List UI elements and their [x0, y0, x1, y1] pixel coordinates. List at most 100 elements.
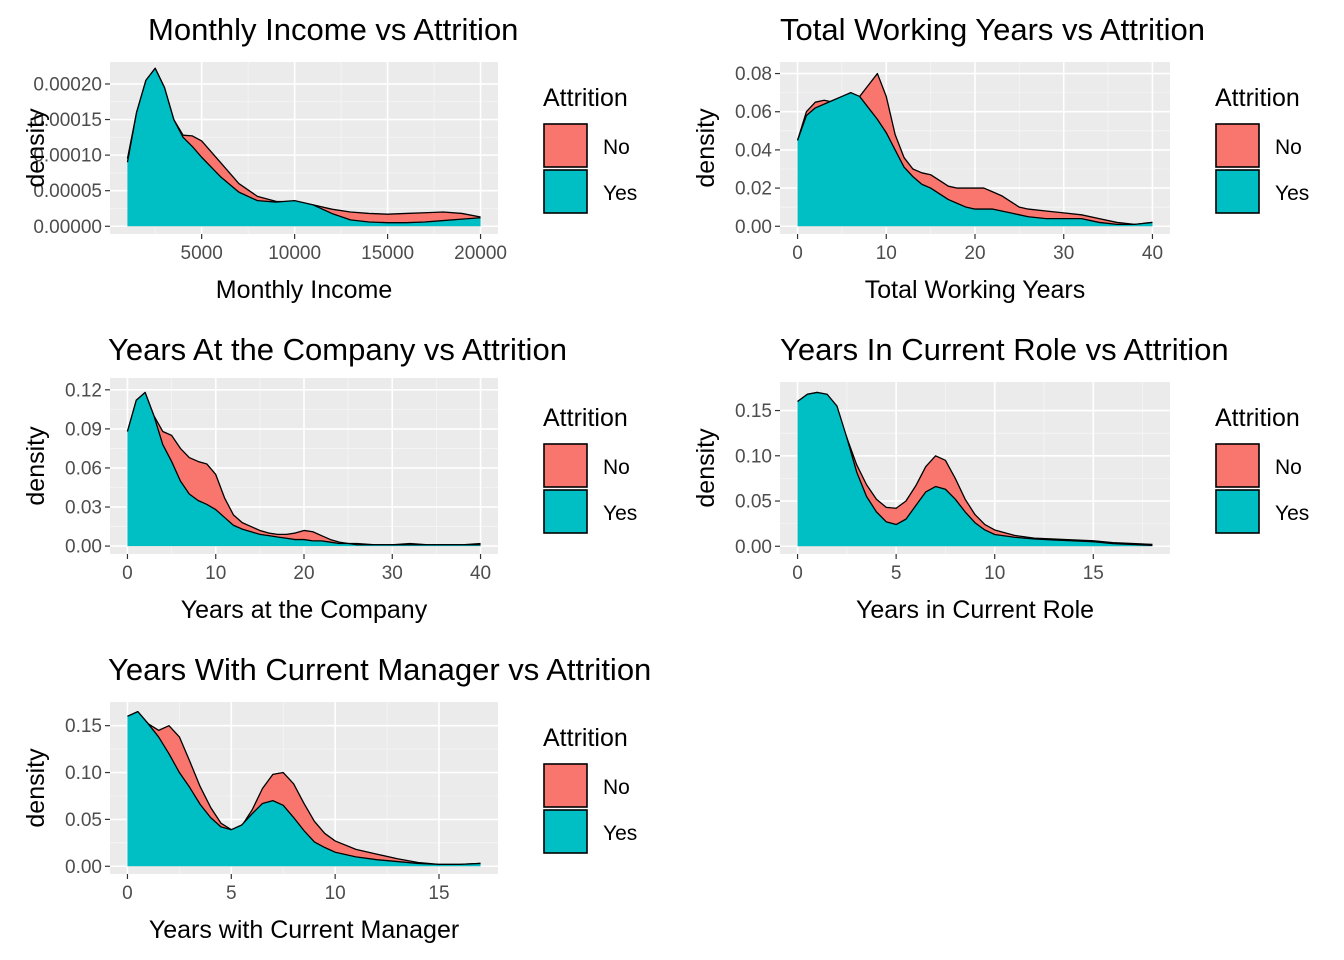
density-area-yes [127, 711, 481, 867]
y-tick-label: 0.02 [735, 179, 772, 200]
density-area-yes [127, 392, 481, 547]
x-tick-label: 10 [876, 243, 897, 264]
y-tick-label: 0.00015 [33, 110, 102, 131]
density-line-yes [796, 92, 1153, 225]
x-tick-label: 30 [382, 563, 403, 584]
x-axis-title: Total Working Years [865, 276, 1086, 304]
y-tick-label: 0.09 [65, 419, 102, 440]
x-axis-title: Years at the Company [181, 596, 428, 624]
density-area-yes [797, 92, 1153, 227]
x-tick-label: 10 [325, 883, 346, 904]
legend: Attrition No Yes [1215, 84, 1309, 214]
chart-title: Monthly Income vs Attrition [148, 12, 518, 47]
y-tick-label: 0.00 [65, 537, 102, 558]
chart-title: Years In Current Role vs Attrition [780, 332, 1229, 367]
legend-label: No [603, 456, 630, 479]
legend-title: Attrition [1215, 84, 1300, 112]
y-axis-title: density [22, 108, 50, 188]
density-line-yes [126, 391, 481, 546]
legend-label: No [603, 136, 630, 159]
x-tick-label: 0 [792, 563, 803, 584]
legend: Attrition No Yes [543, 84, 637, 214]
legend-label: No [603, 776, 630, 799]
y-tick-label: 0.06 [65, 458, 102, 479]
y-tick-label: 0.05 [65, 810, 102, 831]
x-tick-label: 5 [226, 883, 237, 904]
legend-label: Yes [603, 822, 637, 845]
x-tick-label: 15000 [361, 243, 414, 264]
y-tick-label: 0.05 [735, 492, 772, 513]
x-tick-label: 20 [964, 243, 985, 264]
x-tick-label: 30 [1053, 243, 1074, 264]
y-tick-label: 0.00005 [33, 181, 102, 202]
legend-title: Attrition [543, 724, 628, 752]
x-tick-label: 5000 [181, 243, 223, 264]
legend-key-no [543, 443, 588, 488]
y-axis-title: density [22, 426, 50, 506]
chart-panel-1: 5000 10000 15000 20000 0.00000 0.00005 0.00010… [22, 12, 637, 304]
y-tick-label: 0.00 [735, 217, 772, 238]
legend: Attrition No Yes [543, 404, 637, 534]
density-line-yes [127, 710, 481, 866]
y-tick-label: 0.15 [65, 716, 102, 737]
chart-panel-2: 0 10 20 30 40 0.00 0.02 0.04 0.06 0.08 Total Worki… [692, 12, 1309, 304]
x-tick-label: 0 [792, 243, 803, 264]
density-line-yes [797, 391, 1153, 547]
density-area-yes [127, 68, 481, 227]
x-tick-label: 10 [205, 563, 226, 584]
chart-title: Years With Current Manager vs Attrition [108, 652, 651, 687]
chart-panel-4: 0 5 10 15 0.00 0.05 0.10 0.15 Years in Current R… [692, 332, 1309, 624]
legend-key-yes [1215, 489, 1260, 534]
legend-label: Yes [603, 182, 637, 205]
legend-key-yes [543, 809, 588, 854]
axis-ticks [105, 83, 482, 239]
y-tick-label: 0.06 [735, 102, 772, 123]
x-axis-title: Monthly Income [216, 276, 392, 304]
y-tick-label: 0.00000 [33, 217, 102, 238]
legend-key-yes [1215, 169, 1260, 214]
legend-key-no [543, 763, 588, 808]
axis-ticks [105, 725, 440, 879]
legend: Attrition No Yes [1215, 404, 1309, 534]
y-tick-label: 0.00 [735, 537, 772, 558]
chart-panel-5: 0 5 10 15 0.00 0.05 0.10 0.15 Years with Current… [22, 652, 651, 944]
density-area-yes [797, 392, 1153, 547]
legend-key-no [1215, 443, 1260, 488]
y-tick-label: 0.12 [65, 380, 102, 401]
y-tick-label: 0.00 [65, 857, 102, 878]
legend-key-yes [543, 169, 588, 214]
chart-title: Years At the Company vs Attrition [108, 332, 567, 367]
axis-ticks [775, 72, 1154, 239]
y-tick-label: 0.10 [735, 446, 772, 467]
y-tick-label: 0.03 [65, 498, 102, 519]
legend: Attrition No Yes [543, 724, 637, 854]
legend-title: Attrition [543, 84, 628, 112]
legend-label: No [1275, 136, 1302, 159]
y-tick-label: 0.00020 [33, 74, 102, 95]
legend-label: Yes [603, 502, 637, 525]
chart-panel-3: 0 10 20 30 40 0.00 0.03 0.06 0.09 0.12 Years at th… [22, 332, 637, 624]
x-tick-label: 15 [428, 883, 449, 904]
density-line-yes [126, 67, 481, 224]
x-tick-label: 0 [122, 563, 133, 584]
y-axis-title: density [692, 108, 720, 188]
x-tick-label: 40 [470, 563, 491, 584]
axis-ticks [775, 409, 1094, 559]
y-tick-label: 0.15 [735, 401, 772, 422]
y-axis-title: density [22, 748, 50, 828]
axis-ticks [105, 389, 482, 559]
density-line-no [127, 710, 481, 866]
x-tick-label: 40 [1142, 243, 1163, 264]
y-tick-label: 0.10 [65, 763, 102, 784]
y-tick-label: 0.00010 [33, 146, 102, 167]
legend-label: Yes [1275, 502, 1309, 525]
legend-key-yes [543, 489, 588, 534]
y-tick-label: 0.04 [735, 140, 772, 161]
x-axis-title: Years in Current Role [856, 596, 1094, 624]
legend-key-no [1215, 123, 1260, 168]
x-tick-label: 20 [293, 563, 314, 584]
x-axis-title: Years with Current Manager [149, 916, 459, 944]
legend-title: Attrition [543, 404, 628, 432]
density-area-no [127, 392, 481, 547]
